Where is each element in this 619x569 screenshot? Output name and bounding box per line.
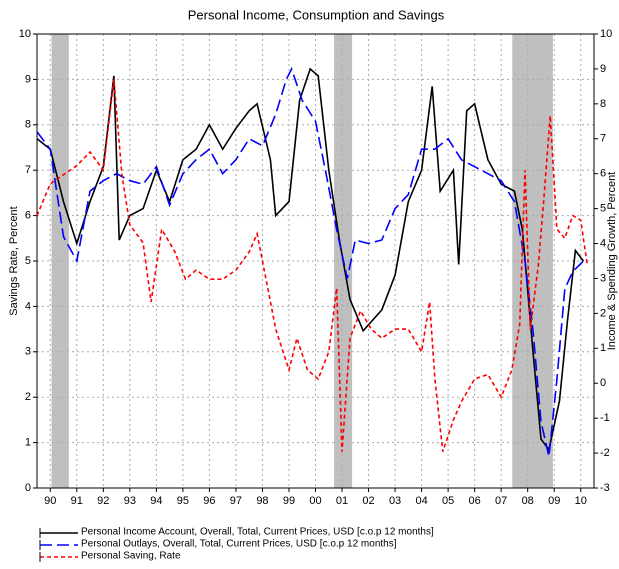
y-tick-label: 0 xyxy=(25,482,31,494)
y2-tick-label: -1 xyxy=(600,412,610,424)
x-tick-label: 07 xyxy=(495,495,507,507)
x-tick-label: 90 xyxy=(44,495,56,507)
x-tick-label: 96 xyxy=(203,495,215,507)
x-tick-label: 05 xyxy=(442,495,454,507)
y2-tick-label: 4 xyxy=(600,237,606,249)
x-tick-label: 94 xyxy=(150,495,162,507)
x-tick-label: 06 xyxy=(469,495,481,507)
legend-label: Personal Saving, Rate xyxy=(81,551,181,562)
y2-tick-label: 3 xyxy=(600,272,606,284)
plot-frame xyxy=(36,33,595,489)
y2-tick-label: 10 xyxy=(600,28,612,40)
y2-axis-label: Income & Spending Growth, Percent xyxy=(606,172,618,351)
series-line xyxy=(36,67,585,452)
x-tick-label: 00 xyxy=(309,495,321,507)
y2-tick-label: 6 xyxy=(600,168,606,180)
y-tick-label: 10 xyxy=(19,28,31,40)
y2-tick-label: 9 xyxy=(600,63,606,75)
y-tick-label: 9 xyxy=(25,73,31,85)
x-tick-label: 95 xyxy=(177,495,189,507)
x-tick-label: 09 xyxy=(548,495,560,507)
y-tick-label: 5 xyxy=(25,255,31,267)
y-tick-label: 1 xyxy=(25,437,31,449)
y2-tick-label: 2 xyxy=(600,307,606,319)
x-tick-label: 91 xyxy=(71,495,83,507)
y2-tick-label: 0 xyxy=(600,377,606,389)
y-tick-label: 3 xyxy=(25,346,31,358)
x-tick-label: 10 xyxy=(575,495,587,507)
y-axis-label: Savings Rate, Percent xyxy=(8,206,20,315)
series-line xyxy=(36,66,584,457)
legend-label: Personal Outlays, Overall, Total, Curren… xyxy=(81,539,397,550)
y-tick-label: 2 xyxy=(25,391,31,403)
x-tick-label: 08 xyxy=(522,495,534,507)
x-tick-label: 03 xyxy=(389,495,401,507)
x-tick-label: 99 xyxy=(283,495,295,507)
y2-tick-label: 8 xyxy=(600,98,606,110)
y2-tick-label: 5 xyxy=(600,203,606,215)
x-tick-label: 93 xyxy=(124,495,136,507)
y2-tick-label: 1 xyxy=(600,342,606,354)
x-tick-label: 02 xyxy=(362,495,374,507)
y2-tick-label: -2 xyxy=(600,447,610,459)
x-tick-label: 01 xyxy=(336,495,348,507)
y-tick-label: 6 xyxy=(25,210,31,222)
x-tick-label: 98 xyxy=(256,495,268,507)
series-line xyxy=(36,79,589,452)
x-tick-label: 92 xyxy=(97,495,109,507)
x-tick-label: 97 xyxy=(230,495,242,507)
recession-shade xyxy=(51,34,69,488)
y2-tick-label: 7 xyxy=(600,133,606,145)
legend-label: Personal Income Account, Overall, Total,… xyxy=(81,527,434,538)
chart-title: Personal Income, Consumption and Savings xyxy=(188,7,445,22)
x-tick-label: 04 xyxy=(415,495,427,507)
y-tick-label: 4 xyxy=(25,300,31,312)
y-tick-label: 7 xyxy=(25,164,31,176)
y-tick-label: 8 xyxy=(25,119,31,131)
y2-tick-label: -3 xyxy=(600,482,610,494)
